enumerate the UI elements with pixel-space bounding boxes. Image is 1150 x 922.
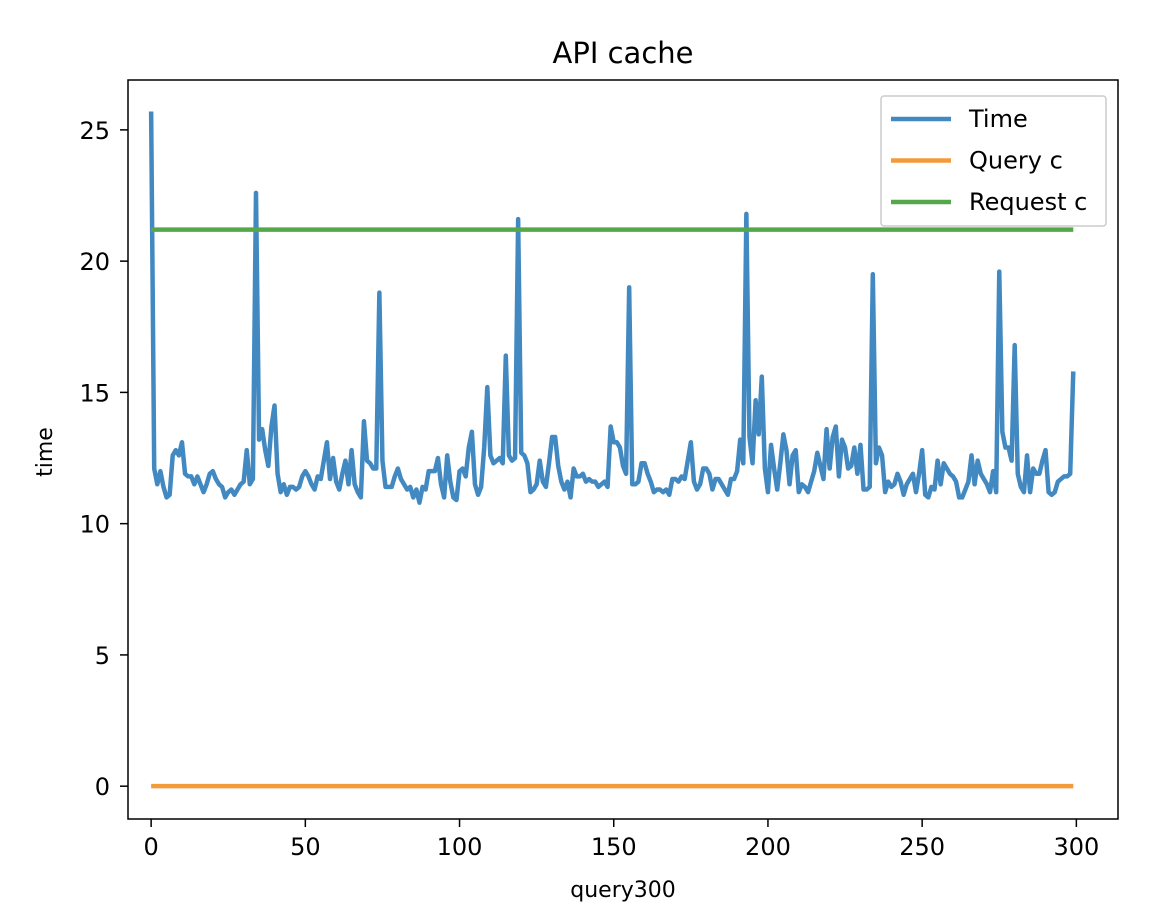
x-tick-label-5: 250 bbox=[899, 833, 945, 861]
legend: Time Query c Request c bbox=[880, 95, 1107, 227]
x-axis: 0 50 100 150 200 250 300 bbox=[143, 819, 1099, 861]
legend-box bbox=[880, 95, 1107, 227]
legend-label-2: Request c bbox=[969, 188, 1087, 216]
y-axis-label: time bbox=[33, 427, 58, 477]
y-tick-label-1: 5 bbox=[95, 642, 110, 670]
y-tick-label-3: 15 bbox=[79, 379, 110, 407]
x-tick-label-3: 150 bbox=[591, 833, 637, 861]
x-tick-label-4: 200 bbox=[745, 833, 791, 861]
series-layer bbox=[148, 111, 1076, 789]
legend-label-1: Query c bbox=[969, 147, 1063, 175]
x-tick-label-6: 300 bbox=[1053, 833, 1099, 861]
plot-frame bbox=[127, 79, 1119, 820]
legend-label-0: Time bbox=[968, 105, 1028, 133]
y-tick-label-5: 25 bbox=[79, 117, 110, 145]
y-tick-label-4: 20 bbox=[79, 248, 110, 276]
x-tick-label-2: 100 bbox=[437, 833, 483, 861]
y-axis: 0 5 10 15 20 25 bbox=[79, 117, 128, 801]
x-axis-label: query300 bbox=[570, 878, 676, 903]
series-line-0 bbox=[148, 111, 1076, 505]
y-tick-label-0: 0 bbox=[95, 773, 110, 801]
x-tick-label-1: 50 bbox=[290, 833, 321, 861]
chart-title: API cache bbox=[553, 36, 694, 70]
y-tick-label-2: 10 bbox=[79, 511, 110, 539]
x-tick-label-0: 0 bbox=[143, 833, 158, 861]
